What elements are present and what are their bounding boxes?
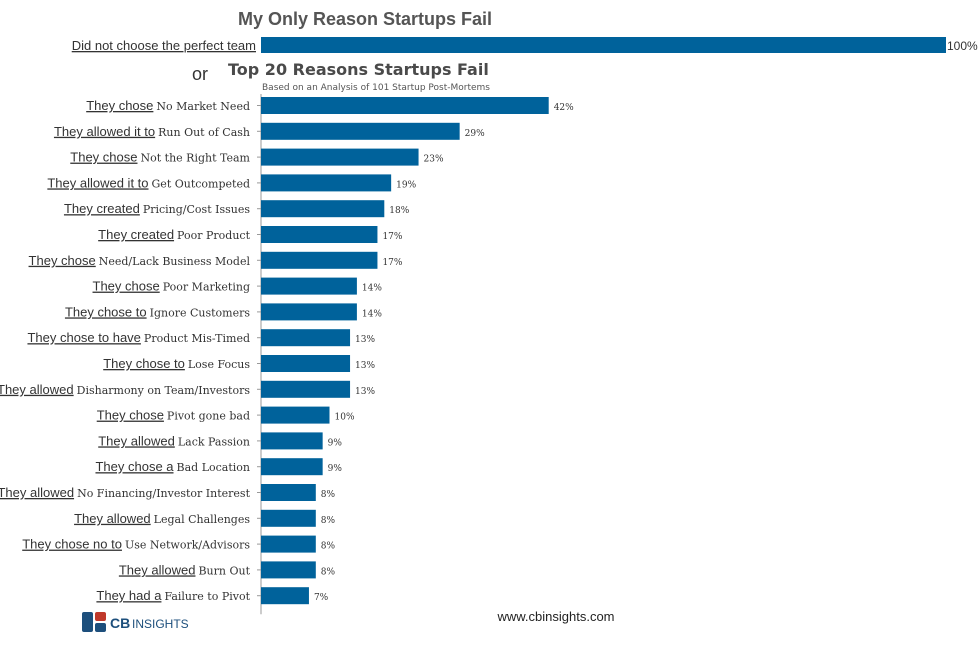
reason-bar xyxy=(261,148,419,166)
logo-mark-bottom-right xyxy=(95,623,106,632)
reason-bar xyxy=(261,535,316,553)
reason-label: Not the Right Team xyxy=(140,152,250,165)
reason-label: Burn Out xyxy=(198,564,250,577)
prefix-label: They chose to xyxy=(103,356,185,371)
prefix-label: They chose no to xyxy=(22,537,122,552)
value-label: 8% xyxy=(321,567,336,577)
reason-bar xyxy=(261,561,316,579)
value-label: 42% xyxy=(554,103,574,113)
logo-mark-left xyxy=(82,612,93,632)
value-label: 19% xyxy=(396,180,416,190)
top-value-label: 100% xyxy=(947,39,978,53)
second-chart-title: Top 20 Reasons Startups Fail xyxy=(228,60,489,79)
reason-label: Disharmony on Team/Investors xyxy=(77,384,251,397)
reason-bar xyxy=(261,587,309,605)
reason-bar xyxy=(261,329,351,347)
value-label: 8% xyxy=(321,490,336,500)
value-label: 13% xyxy=(355,387,375,397)
reason-bar xyxy=(261,484,316,501)
reason-label: Pivot gone bad xyxy=(167,410,250,423)
value-label: 7% xyxy=(314,593,329,603)
value-label: 8% xyxy=(321,516,336,526)
reason-label: Get Outcompeted xyxy=(152,177,250,190)
reason-bar xyxy=(261,277,357,295)
logo-text: INSIGHTS xyxy=(132,617,189,631)
value-label: 23% xyxy=(424,155,444,165)
reason-label: Pricing/Cost Issues xyxy=(143,203,251,216)
reason-bar xyxy=(261,458,323,476)
main-chart-title: My Only Reason Startups Fail xyxy=(238,9,492,29)
prefix-label: They created xyxy=(64,201,140,216)
separator-or: or xyxy=(192,64,208,84)
reason-bar xyxy=(261,200,385,218)
reason-bar xyxy=(261,432,323,450)
value-label: 9% xyxy=(328,438,343,448)
prefix-label: They chose to xyxy=(65,304,147,319)
prefix-label: They chose to have xyxy=(27,330,140,345)
second-chart-subtitle: Based on an Analysis of 101 Startup Post… xyxy=(262,83,490,93)
reason-label: Need/Lack Business Model xyxy=(99,255,251,268)
reason-bar xyxy=(261,174,392,192)
value-label: 18% xyxy=(389,206,409,216)
reason-label: Bad Location xyxy=(177,461,250,474)
reason-bar xyxy=(261,251,378,269)
reason-label: Product Mis-Timed xyxy=(144,332,250,345)
value-label: 13% xyxy=(355,335,375,345)
reason-bar xyxy=(261,509,316,527)
value-label: 17% xyxy=(382,232,402,242)
prefix-label: They allowed xyxy=(98,433,175,448)
reason-bar xyxy=(261,406,330,424)
logo-mark-top-right xyxy=(95,612,106,621)
reason-bar xyxy=(261,122,460,140)
reason-label: Poor Product xyxy=(177,229,251,242)
reason-label: Legal Challenges xyxy=(154,513,251,526)
value-label: 10% xyxy=(335,413,355,423)
prefix-label: They allowed it to xyxy=(54,124,155,139)
reason-bar xyxy=(261,355,351,372)
prefix-label: They allowed it to xyxy=(47,175,148,190)
reason-label: Lose Focus xyxy=(188,358,250,371)
reason-bar xyxy=(261,380,351,398)
prefix-label: They allowed xyxy=(119,562,196,577)
reason-bar xyxy=(261,226,378,243)
reason-label: Ignore Customers xyxy=(150,306,251,319)
value-label: 14% xyxy=(362,284,382,294)
reason-label: Poor Marketing xyxy=(163,281,250,294)
prefix-label: They chose xyxy=(86,98,153,113)
value-label: 13% xyxy=(355,361,375,371)
value-label: 8% xyxy=(321,542,336,552)
prefix-label: They chose xyxy=(93,279,160,294)
top-bar xyxy=(261,37,946,53)
prefix-label: They chose xyxy=(97,408,164,423)
cb-insights-logo: CB INSIGHTS xyxy=(82,612,189,632)
top-chart: Did not choose the perfect team 100% xyxy=(72,37,978,53)
reason-label: Use Network/Advisors xyxy=(125,539,250,552)
prefix-label: They had a xyxy=(96,588,162,603)
reason-label: No Financing/Investor Interest xyxy=(77,487,251,500)
prefix-label: They allowed xyxy=(0,382,74,397)
value-label: 9% xyxy=(328,464,343,474)
reason-label: Lack Passion xyxy=(178,435,250,448)
prefix-label: They created xyxy=(98,227,174,242)
value-label: 14% xyxy=(362,309,382,319)
prefix-label: They allowed xyxy=(0,485,74,500)
value-label: 29% xyxy=(465,129,485,139)
prefix-label: They chose a xyxy=(95,459,174,474)
reason-label: Run Out of Cash xyxy=(158,126,250,139)
prefix-label: They chose xyxy=(29,253,96,268)
source-url: www.cbinsights.com xyxy=(496,609,614,624)
top-category-label: Did not choose the perfect team xyxy=(72,38,256,53)
reason-bar xyxy=(261,303,357,321)
prefix-label: They chose xyxy=(70,150,137,165)
reason-label: No Market Need xyxy=(156,100,250,113)
prefix-label: They allowed xyxy=(74,511,151,526)
logo-bold-text: CB xyxy=(110,615,130,631)
value-label: 17% xyxy=(382,258,402,268)
reason-label: Failure to Pivot xyxy=(164,590,250,603)
reason-bar xyxy=(261,97,549,114)
